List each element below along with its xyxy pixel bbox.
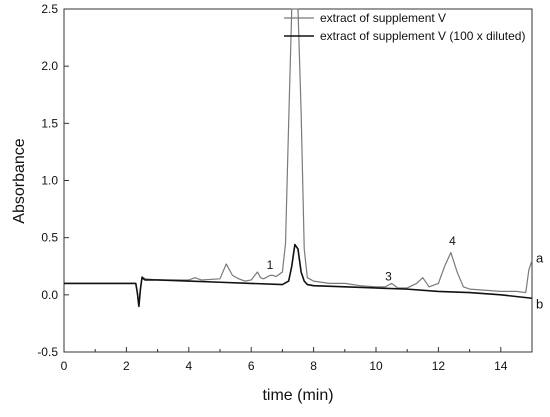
plot-frame xyxy=(63,8,533,353)
y-tick-label: 2.0 xyxy=(41,59,58,73)
series-line-a xyxy=(64,8,533,307)
legend-label-b: extract of supplement V (100 x diluted) xyxy=(320,29,525,43)
series-group xyxy=(64,8,533,308)
x-tick-label: 14 xyxy=(494,359,508,373)
y-tick-label: 0.0 xyxy=(41,288,58,302)
series-end-labels: ab xyxy=(536,251,544,312)
y-tick-label: -0.5 xyxy=(37,345,58,359)
series-end-label-a: a xyxy=(536,251,544,266)
x-tick-label: 4 xyxy=(185,359,192,373)
peak-label: 3 xyxy=(385,270,392,284)
y-tick-label: 0.5 xyxy=(41,231,58,245)
series-line-b xyxy=(64,243,533,308)
x-tick-label: 0 xyxy=(61,359,68,373)
x-tick-label: 2 xyxy=(123,359,130,373)
x-tick-label: 6 xyxy=(248,359,255,373)
peak-label: 2 xyxy=(290,0,297,2)
x-axis-label: time (min) xyxy=(262,387,333,404)
y-tick-label: 1.5 xyxy=(41,116,58,130)
x-axis: 0 2 4 6 8 10 12 14 xyxy=(61,347,533,373)
peak-label: 1 xyxy=(267,258,274,272)
annotation-group: 1 2 3 4 xyxy=(267,0,457,284)
series-end-label-b: b xyxy=(536,296,543,311)
legend: extract of supplement V extract of supple… xyxy=(284,11,525,43)
x-tick-label: 12 xyxy=(432,359,446,373)
y-axis-label: Absorbance xyxy=(11,138,28,223)
peak-label: 4 xyxy=(449,234,456,248)
x-tick-label: 10 xyxy=(369,359,383,373)
y-tick-label: 2.5 xyxy=(41,2,58,16)
y-axis: -0.5 0.0 0.5 1.0 1.5 2.0 2.5 xyxy=(37,2,69,359)
y-tick-label: 1.0 xyxy=(41,174,58,188)
legend-label-a: extract of supplement V xyxy=(320,11,446,25)
x-tick-label: 8 xyxy=(310,359,317,373)
